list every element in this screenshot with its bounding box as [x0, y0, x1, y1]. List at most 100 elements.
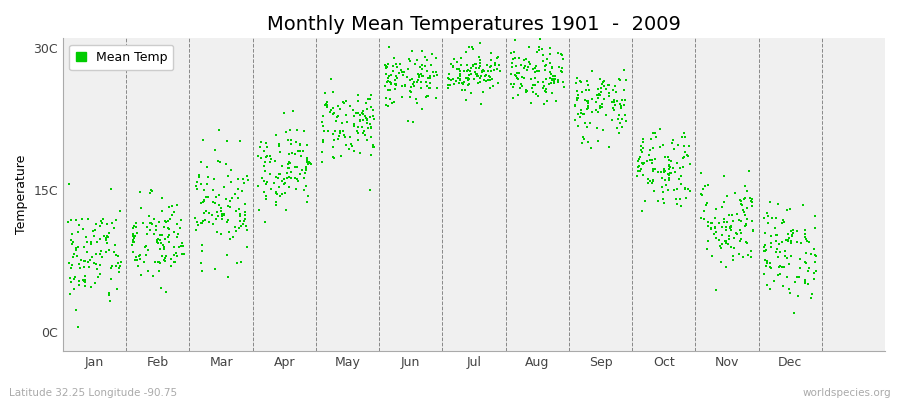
Point [740, 188, 754, 194]
Point [415, 106, 429, 112]
Point [769, 249, 783, 255]
Point [281, 136, 295, 143]
Point [758, 248, 772, 254]
Point [555, 65, 570, 71]
Point [718, 227, 733, 233]
Point [634, 147, 648, 153]
Point [651, 198, 665, 204]
Point [481, 77, 495, 84]
Point [152, 260, 166, 266]
Point [741, 252, 755, 258]
Point [76, 258, 91, 264]
Point [798, 227, 813, 234]
Point [277, 176, 292, 182]
Point [396, 72, 410, 78]
Point [537, 67, 552, 74]
Point [209, 194, 223, 200]
Point [360, 120, 374, 126]
Point [511, 92, 526, 98]
Point [343, 134, 357, 140]
Point [591, 95, 606, 101]
Point [143, 227, 157, 233]
Point [646, 144, 661, 151]
Point [133, 188, 148, 195]
Point [454, 55, 468, 62]
Point [277, 181, 292, 187]
Point [460, 68, 474, 74]
Point [554, 69, 569, 75]
Point [423, 85, 437, 91]
Point [229, 207, 243, 214]
Point [129, 224, 143, 230]
Point [70, 324, 85, 330]
Point [570, 96, 584, 103]
Point [799, 260, 814, 266]
Point [65, 240, 79, 247]
Point [540, 98, 554, 104]
Point [760, 220, 775, 226]
Point [544, 76, 559, 82]
Point [597, 78, 611, 84]
Point [392, 61, 407, 68]
Point [739, 238, 753, 245]
Point [215, 211, 230, 217]
Point [719, 224, 733, 230]
Point [112, 260, 126, 266]
Point [614, 105, 628, 112]
Point [140, 231, 154, 238]
Point [517, 65, 531, 71]
Point [215, 216, 230, 222]
Point [254, 139, 268, 146]
Point [484, 62, 499, 69]
Point [574, 106, 589, 113]
Point [657, 176, 671, 183]
Point [108, 263, 122, 269]
Point [63, 237, 77, 243]
Point [389, 73, 403, 80]
Point [590, 92, 604, 98]
Point [300, 199, 314, 205]
Point [734, 230, 749, 236]
Point [113, 259, 128, 265]
Point [662, 174, 676, 181]
Point [388, 81, 402, 88]
Point [674, 202, 688, 209]
Point [300, 155, 314, 161]
Point [767, 278, 781, 284]
Point [379, 65, 393, 71]
Point [68, 286, 82, 292]
Point [194, 180, 209, 187]
Point [464, 90, 478, 96]
Point [284, 150, 299, 157]
Point [297, 128, 311, 134]
Point [642, 152, 656, 158]
Point [793, 264, 807, 271]
Point [453, 71, 467, 77]
Point [273, 192, 287, 199]
Point [158, 218, 172, 225]
Point [267, 179, 282, 186]
Point [225, 195, 239, 201]
Point [543, 69, 557, 76]
Point [364, 104, 378, 110]
Point [64, 217, 78, 223]
Point [664, 140, 679, 146]
Point [507, 48, 521, 55]
Point [176, 251, 191, 257]
Point [667, 169, 681, 175]
Point [379, 71, 393, 78]
Point [538, 76, 553, 82]
Point [765, 215, 779, 221]
Point [738, 183, 752, 189]
Point [683, 161, 698, 167]
Point [209, 216, 223, 222]
Point [540, 56, 554, 62]
Point [585, 109, 599, 116]
Point [575, 140, 590, 146]
Point [608, 89, 623, 96]
Point [734, 197, 748, 204]
Point [70, 244, 85, 250]
Point [102, 291, 116, 298]
Point [100, 240, 114, 246]
Point [288, 164, 302, 170]
